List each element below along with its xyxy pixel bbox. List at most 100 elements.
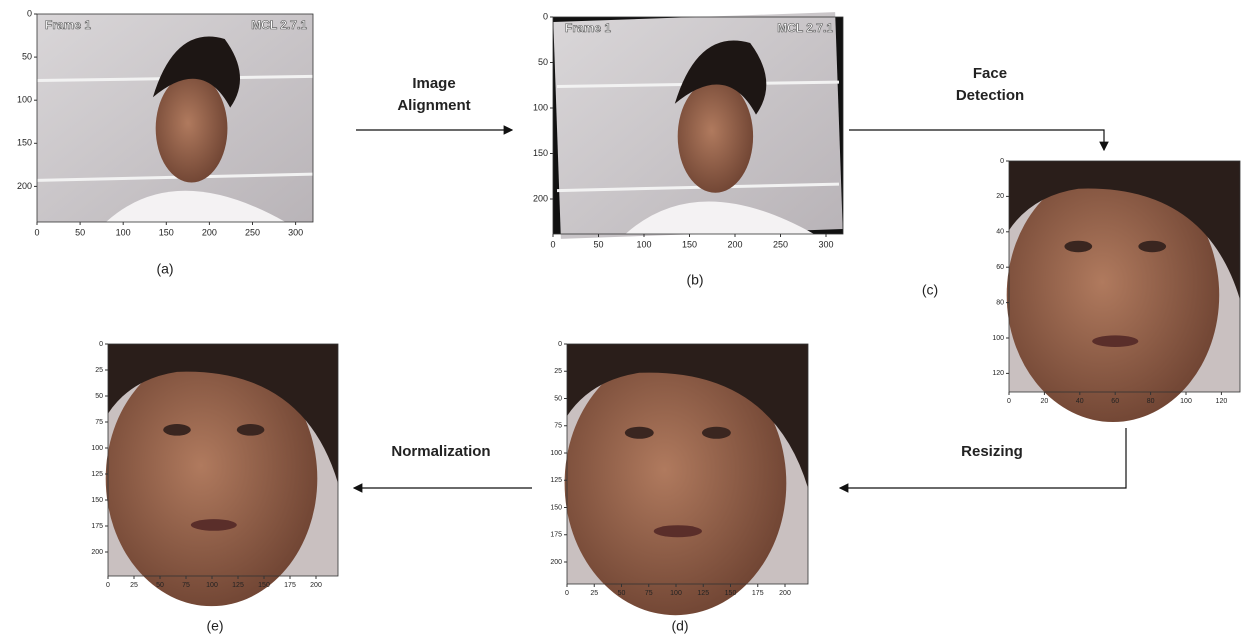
- x-tick-label: 75: [645, 590, 653, 597]
- panel-label: (b): [686, 272, 703, 288]
- overlay-text: MCL 2.7.1: [777, 21, 833, 35]
- y-tick-label: 25: [554, 368, 562, 375]
- x-tick-label: 100: [1180, 398, 1192, 405]
- y-tick-label: 125: [550, 477, 562, 484]
- y-tick-label: 100: [992, 335, 1004, 342]
- mouth: [654, 525, 702, 537]
- x-tick-label: 120: [1216, 398, 1228, 405]
- y-tick-label: 100: [550, 450, 562, 457]
- y-tick-label: 175: [91, 523, 103, 530]
- x-tick-label: 200: [310, 582, 322, 589]
- x-tick-label: 150: [258, 582, 270, 589]
- y-tick-label: 50: [95, 393, 103, 400]
- panel-label: (d): [671, 618, 688, 634]
- x-tick-label: 175: [284, 582, 296, 589]
- y-tick-label: 100: [91, 445, 103, 452]
- x-tick-label: 300: [288, 227, 303, 237]
- y-tick-label: 60: [996, 264, 1004, 271]
- y-tick-label: 150: [533, 148, 548, 158]
- x-tick-label: 100: [636, 239, 651, 249]
- y-tick-label: 50: [538, 57, 548, 67]
- x-tick-label: 0: [565, 590, 569, 597]
- y-tick-label: 75: [554, 423, 562, 430]
- y-tick-label: 0: [1000, 158, 1004, 165]
- x-tick-label: 300: [818, 239, 833, 249]
- y-tick-label: 200: [91, 549, 103, 556]
- panel-label: (c): [922, 282, 938, 298]
- mouth: [1092, 335, 1138, 347]
- x-tick-label: 60: [1111, 398, 1119, 405]
- y-tick-label: 100: [17, 95, 32, 105]
- panel: 0 25 50 75 100 125 150 175 200 0 25 50 75 100 125 150 17…: [550, 341, 808, 634]
- x-tick-label: 75: [182, 582, 190, 589]
- panel: Frame 1 MCL 2.7.1 0 50 100 150 200 250 300 0 50 100…: [17, 8, 313, 276]
- y-tick-label: 0: [543, 11, 548, 21]
- x-tick-label: 250: [245, 227, 260, 237]
- panel-label: (a): [156, 261, 173, 277]
- y-tick-label: 50: [22, 51, 32, 61]
- pipeline-diagram: ImageAlignmentFaceDetectionResizingNorma…: [0, 0, 1243, 636]
- x-tick-label: 0: [1007, 398, 1011, 405]
- x-tick-label: 175: [752, 590, 764, 597]
- y-tick-label: 20: [996, 193, 1004, 200]
- step-label: Resizing: [961, 443, 1023, 460]
- x-tick-label: 50: [618, 590, 626, 597]
- x-tick-label: 150: [725, 590, 737, 597]
- panel: 020406080100120020406080100120(c): [922, 158, 1240, 422]
- x-tick-label: 100: [670, 590, 682, 597]
- overlay-text: MCL 2.7.1: [251, 18, 307, 32]
- x-tick-label: 125: [232, 582, 244, 589]
- arrow: [849, 130, 1104, 150]
- x-tick-label: 25: [590, 590, 598, 597]
- x-tick-label: 0: [106, 582, 110, 589]
- eye: [1064, 241, 1092, 253]
- y-tick-label: 0: [27, 8, 32, 18]
- x-tick-label: 50: [75, 227, 85, 237]
- eye: [625, 427, 654, 439]
- overlay-text: Frame 1: [45, 18, 91, 32]
- y-tick-label: 0: [558, 341, 562, 348]
- step-label: Face: [973, 65, 1007, 82]
- eye: [1138, 241, 1166, 253]
- x-tick-label: 200: [202, 227, 217, 237]
- eye: [163, 424, 191, 436]
- y-tick-label: 150: [91, 497, 103, 504]
- x-tick-label: 80: [1147, 398, 1155, 405]
- y-tick-label: 150: [550, 504, 562, 511]
- panel-label: (e): [206, 618, 223, 634]
- eye: [702, 427, 731, 439]
- x-tick-label: 150: [682, 239, 697, 249]
- x-tick-label: 150: [159, 227, 174, 237]
- y-tick-label: 75: [95, 419, 103, 426]
- y-tick-label: 80: [996, 299, 1004, 306]
- x-tick-label: 20: [1041, 398, 1049, 405]
- y-tick-label: 150: [17, 138, 32, 148]
- y-tick-label: 200: [533, 193, 548, 203]
- y-tick-label: 50: [554, 395, 562, 402]
- x-tick-label: 25: [130, 582, 138, 589]
- x-tick-label: 250: [773, 239, 788, 249]
- y-tick-label: 175: [550, 532, 562, 539]
- x-tick-label: 0: [550, 239, 555, 249]
- y-tick-label: 200: [550, 559, 562, 566]
- x-tick-label: 0: [34, 227, 39, 237]
- step-label: Normalization: [391, 443, 490, 460]
- x-tick-label: 200: [779, 590, 791, 597]
- face: [678, 80, 753, 193]
- y-tick-label: 0: [99, 341, 103, 348]
- step-label: Alignment: [397, 97, 470, 114]
- x-tick-label: 50: [593, 239, 603, 249]
- x-tick-label: 40: [1076, 398, 1084, 405]
- overlay-text: Frame 1: [565, 21, 611, 35]
- step-label: Image: [412, 75, 455, 92]
- x-tick-label: 200: [727, 239, 742, 249]
- x-tick-label: 125: [697, 590, 709, 597]
- x-tick-label: 100: [116, 227, 131, 237]
- y-tick-label: 40: [996, 229, 1004, 236]
- face: [156, 74, 228, 182]
- y-tick-label: 25: [95, 367, 103, 374]
- eye: [237, 424, 265, 436]
